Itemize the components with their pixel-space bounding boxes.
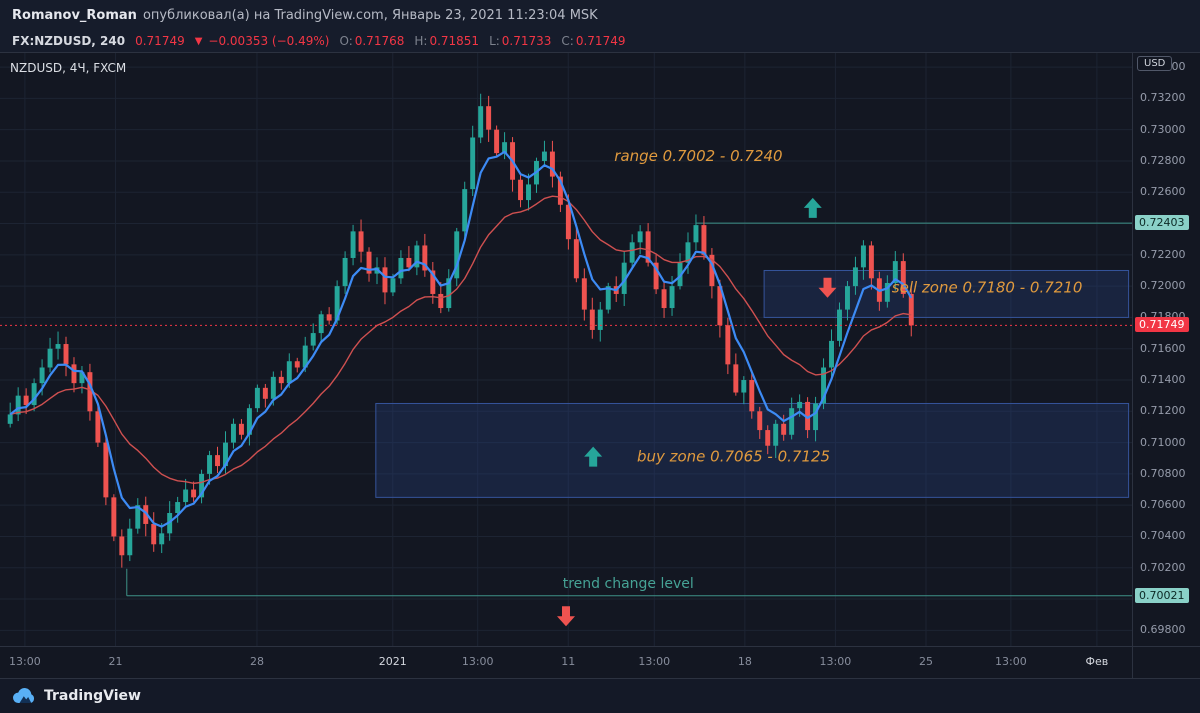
close-field: C: 0.71749 (561, 34, 625, 48)
time-axis-label: 13:00 (995, 655, 1027, 668)
price-axis-label: 0.72800 (1140, 153, 1186, 167)
chart-area: range 0.7002 - 0.7240 sell zone 0.7180 - … (0, 52, 1200, 647)
tradingview-logo-icon[interactable] (12, 688, 36, 704)
time-axis-label: 13:00 (638, 655, 671, 668)
high-field: H: 0.71851 (414, 34, 479, 48)
close-label: C: (561, 34, 574, 48)
price-axis-label: 0.70800 (1140, 466, 1186, 480)
ann-layer[interactable]: range 0.7002 - 0.7240 sell zone 0.7180 - … (563, 147, 1083, 592)
open-value: 0.71768 (354, 34, 405, 48)
currency-button[interactable]: USD (1137, 56, 1173, 71)
price-axis[interactable]: USD 0.698000.700000.702000.704000.706000… (1132, 53, 1200, 646)
price-axis-label: 0.71000 (1140, 435, 1186, 449)
price-axis-label: 0.72200 (1140, 247, 1186, 261)
buy-zone-box[interactable] (375, 402, 1130, 498)
author-name[interactable]: Romanov_Roman (12, 7, 137, 23)
chart-legend[interactable]: NZDUSD, 4Ч, FXCM (10, 61, 127, 75)
open-label: O: (339, 34, 353, 48)
ma-fast-line[interactable] (9, 150, 913, 528)
time-axis-label: 13:00 (461, 655, 494, 668)
time-axis-label: 21 (108, 655, 123, 668)
low-value: 0.71733 (501, 34, 552, 48)
open-field: O: 0.71768 (339, 34, 404, 48)
arrow-down-icon[interactable] (557, 606, 575, 627)
time-axis[interactable]: 13:00 21 28 2021 13:00 11 13:00 18 13:00 25 13:00 Ф… (0, 647, 1133, 678)
price-axis-label: 0.71200 (1140, 404, 1186, 418)
time-axis-label: 13:00 (819, 655, 852, 668)
close-value: 0.71749 (575, 34, 626, 48)
time-axis-label: 11 (561, 655, 576, 668)
high-value: 0.71851 (429, 34, 480, 48)
arrow-up-icon[interactable] (803, 197, 822, 218)
annotation-buy-zone-label[interactable]: buy zone 0.7065 - 0.7125 (637, 447, 830, 465)
symbol-name[interactable]: FX:NZDUSD, 240 (12, 34, 126, 48)
price-axis-label: 0.72600 (1140, 185, 1186, 199)
published-text: опубликовал(а) на TradingView.com, Январ… (142, 7, 598, 23)
annotation-sell-zone-label[interactable]: sell zone 0.7180 - 0.7210 (892, 278, 1083, 296)
brand-name[interactable]: TradingView (44, 688, 141, 704)
symbol-info-bar: FX:NZDUSD, 240 0.71749 ▼ −0.00353 (−0.49… (0, 30, 1200, 52)
current-price-line-badge: 0.71749 (1135, 317, 1189, 333)
time-axis-label: Фев (1085, 655, 1109, 668)
high-label: H: (414, 34, 428, 48)
price-axis-label: 0.70400 (1140, 529, 1186, 543)
price-axis-label: 0.71600 (1140, 341, 1186, 355)
price-axis-label: 0.71400 (1140, 373, 1186, 386)
author-bar: Romanov_Roman опубликовал(а) на TradingV… (0, 0, 1200, 30)
time-axis-label: 18 (737, 655, 752, 668)
trend-change-line-badge: 0.70021 (1135, 587, 1189, 603)
price-axis-label: 0.70200 (1140, 560, 1186, 574)
low-field: L: 0.71733 (489, 34, 551, 48)
low-label: L: (489, 34, 500, 48)
price-axis-label: 0.73000 (1140, 122, 1186, 136)
levels-layer[interactable] (126, 222, 1132, 597)
price-axis-label: 0.73200 (1140, 91, 1186, 105)
time-axis-label: 2021 (378, 655, 407, 668)
arrow-down-icon[interactable] (818, 277, 837, 298)
price-chart-canvas[interactable]: range 0.7002 - 0.7240 sell zone 0.7180 - … (0, 53, 1132, 646)
arrow-up-icon[interactable] (584, 446, 603, 467)
range-top-line-badge: 0.72403 (1135, 215, 1189, 231)
time-axis-label: 25 (918, 655, 933, 668)
grid-layer (0, 53, 1132, 646)
down-triangle-icon: ▼ (194, 35, 203, 47)
price-axis-label: 0.70600 (1140, 498, 1186, 512)
price-axis-label: 0.69800 (1140, 623, 1186, 637)
price-change: −0.00353 (−0.49%) (208, 34, 330, 48)
time-axis-label: 28 (249, 655, 264, 668)
arrows-layer[interactable] (557, 197, 837, 627)
last-price: 0.71749 (135, 34, 185, 48)
time-axis-row: 13:00 21 28 2021 13:00 11 13:00 18 13:00 25 13:00 Ф… (0, 647, 1200, 678)
footer-bar: TradingView (0, 678, 1200, 713)
chart-plot[interactable]: range 0.7002 - 0.7240 sell zone 0.7180 - … (0, 53, 1132, 646)
time-axis-label: 13:00 (9, 655, 41, 668)
price-axis-label: 0.72000 (1140, 279, 1186, 293)
zones-layer[interactable] (375, 269, 1130, 498)
candles-layer[interactable] (7, 93, 914, 568)
annotation-trend-change-label[interactable]: trend change level (563, 576, 694, 592)
annotation-range-label[interactable]: range 0.7002 - 0.7240 (614, 147, 782, 165)
